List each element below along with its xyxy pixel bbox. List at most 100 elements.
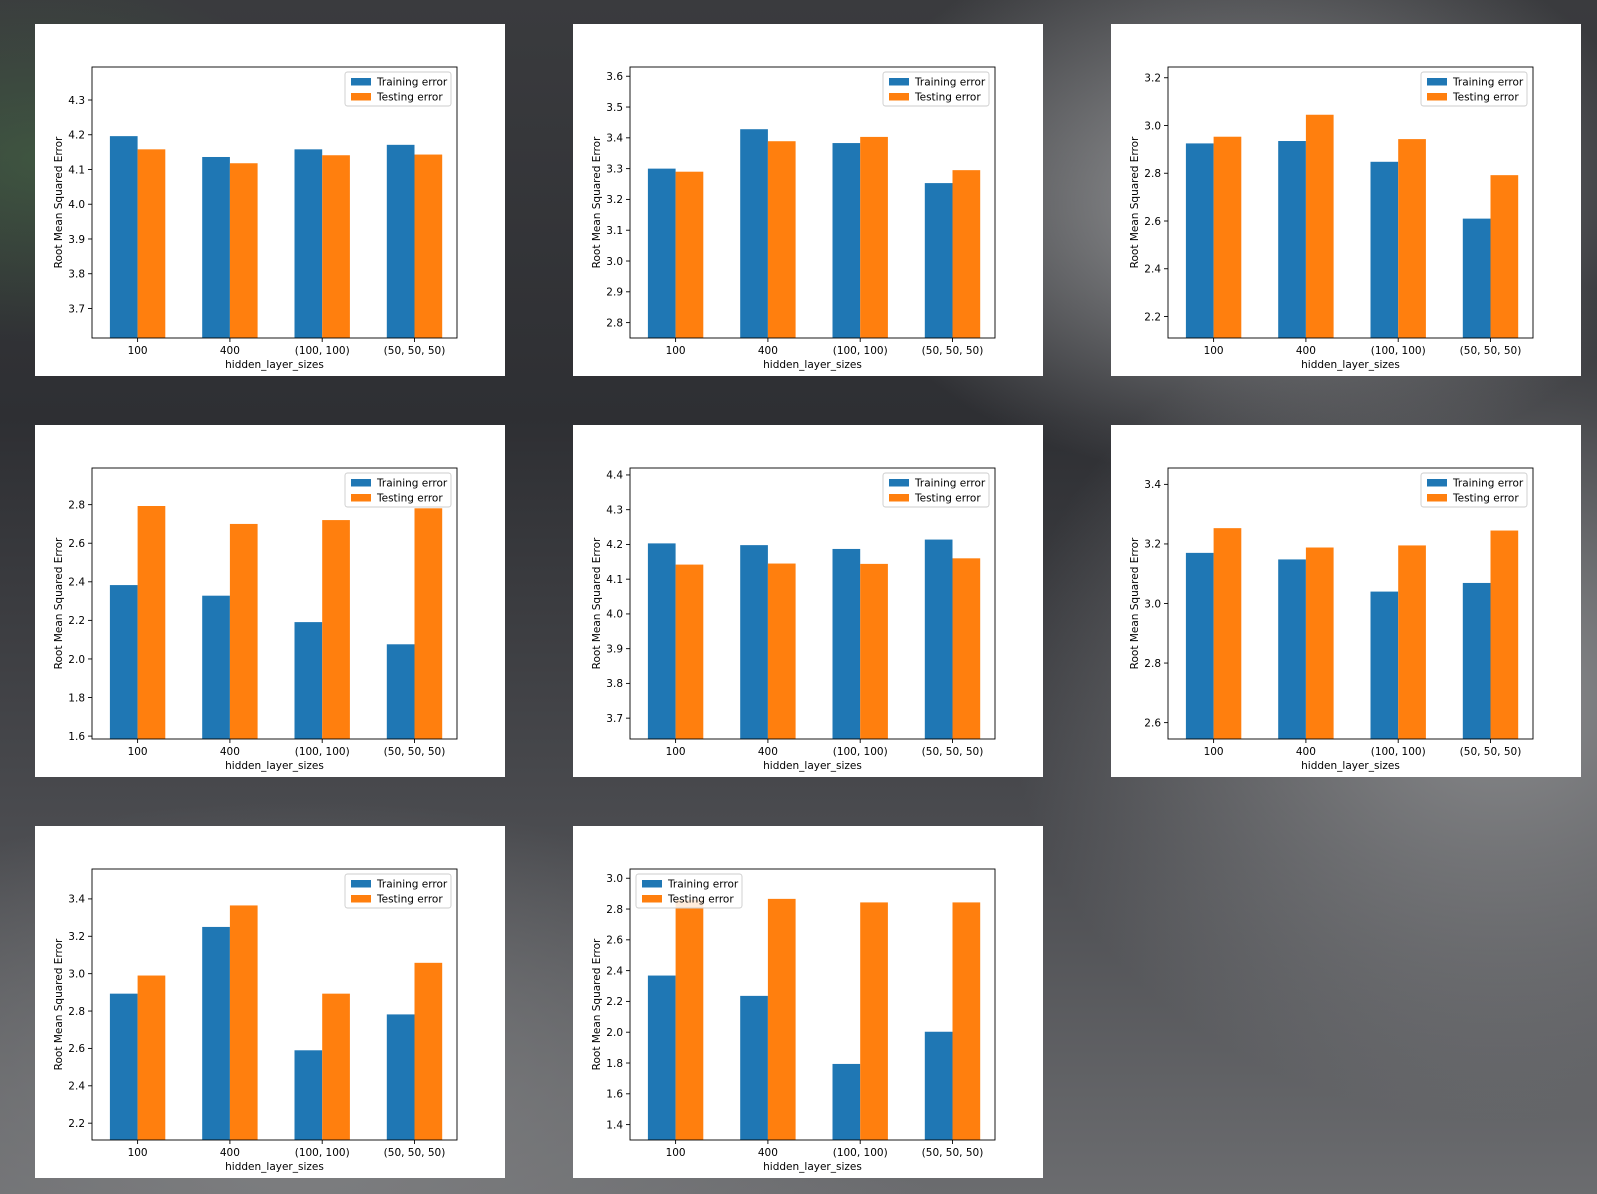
x-tick-label: (50, 50, 50) xyxy=(1460,345,1522,357)
testing-bar-4 xyxy=(414,154,443,338)
testing-bar-2 xyxy=(229,523,258,739)
legend-box xyxy=(1420,71,1528,107)
chart-panel-7: 2.2 2.4 2.6 2.8 3.0 3.2 3.4 100 400 (100, 100) (50… xyxy=(35,826,505,1178)
training-bar-4 xyxy=(924,1031,953,1140)
x-axis-label: hidden_layer_sizes xyxy=(763,760,862,772)
testing-bar-4 xyxy=(952,170,981,338)
y-tick-label: 2.8 xyxy=(1144,168,1161,180)
x-tick-label: 100 xyxy=(128,746,148,758)
training-bar-4 xyxy=(386,644,415,739)
x-tick-label: 400 xyxy=(220,345,240,357)
legend-box xyxy=(344,71,452,107)
legend-swatch-testing xyxy=(889,494,909,502)
legend: Training error Testing error xyxy=(1420,71,1528,107)
testing-bar-1 xyxy=(137,149,166,338)
y-tick-label: 2.8 xyxy=(68,1006,85,1018)
y-tick-label: 2.0 xyxy=(606,1027,623,1039)
y-tick-label: 2.2 xyxy=(68,615,85,627)
chart-panel-4: 1.6 1.8 2.0 2.2 2.4 2.6 2.8 100 400 (100, 100) (50… xyxy=(35,425,505,777)
testing-bar-2 xyxy=(1305,547,1334,739)
y-tick-label: 4.0 xyxy=(68,199,85,211)
x-tick-label: (100, 100) xyxy=(295,746,350,758)
legend-swatch-training xyxy=(1427,479,1447,487)
legend-label-training: Training error xyxy=(914,478,986,490)
chart-panel-5: 3.7 3.8 3.9 4.0 4.1 4.2 4.3 4.4 100 400 (100, 100)… xyxy=(573,425,1043,777)
legend-label-testing: Testing error xyxy=(914,92,981,104)
legend-box xyxy=(1420,472,1528,508)
y-tick-label: 1.4 xyxy=(606,1119,623,1131)
y-tick-label: 4.2 xyxy=(68,130,85,142)
legend-box xyxy=(882,71,990,107)
training-bar-1 xyxy=(647,543,676,739)
legend-swatch-testing xyxy=(351,494,371,502)
y-tick-label: 3.0 xyxy=(606,256,623,268)
legend-label-training: Training error xyxy=(667,879,739,891)
training-bar-1 xyxy=(1185,143,1214,338)
x-tick-label: 400 xyxy=(220,1147,240,1159)
y-tick-label: 3.3 xyxy=(606,163,623,175)
training-bar-4 xyxy=(924,183,953,338)
legend-label-testing: Testing error xyxy=(376,493,443,505)
x-tick-label: 400 xyxy=(758,345,778,357)
y-tick-label: 3.1 xyxy=(606,225,623,237)
training-bar-1 xyxy=(647,168,676,338)
legend-label-testing: Testing error xyxy=(1452,493,1519,505)
testing-bar-3 xyxy=(1398,139,1426,338)
axes-frame xyxy=(629,66,996,339)
axes-frame xyxy=(629,467,996,740)
x-axis-label: hidden_layer_sizes xyxy=(225,760,324,772)
y-tick-label: 3.6 xyxy=(606,71,623,83)
chart-panel-6: 2.6 2.8 3.0 3.2 3.4 100 400 (100, 100) (50, 50, … xyxy=(1111,425,1581,777)
x-tick-label: 100 xyxy=(666,345,686,357)
legend-box xyxy=(635,873,743,909)
legend-label-training: Training error xyxy=(376,478,448,490)
legend-swatch-training xyxy=(642,880,662,888)
y-tick-label: 1.8 xyxy=(68,692,85,704)
y-tick-label: 3.9 xyxy=(606,643,623,655)
testing-bar-3 xyxy=(1398,545,1426,739)
axes-frame xyxy=(91,66,458,339)
y-tick-label: 4.0 xyxy=(606,609,623,621)
testing-bar-1 xyxy=(675,564,704,739)
y-tick-label: 2.6 xyxy=(1144,216,1161,228)
x-tick-label: (50, 50, 50) xyxy=(384,746,446,758)
y-tick-label: 3.9 xyxy=(68,234,85,246)
chart-panel-3: 2.2 2.4 2.6 2.8 3.0 3.2 100 400 (100, 100) (50, 5… xyxy=(1111,24,1581,376)
y-axis-label: Root Mean Squared Error xyxy=(53,938,65,1070)
legend-swatch-training xyxy=(351,880,371,888)
y-tick-label: 2.6 xyxy=(1144,717,1161,729)
training-bar-3 xyxy=(832,1063,861,1140)
x-tick-label: (50, 50, 50) xyxy=(384,345,446,357)
legend: Training error Testing error xyxy=(882,71,990,107)
y-tick-label: 2.2 xyxy=(68,1118,85,1130)
y-tick-label: 3.2 xyxy=(68,931,85,943)
y-axis-label: Root Mean Squared Error xyxy=(591,136,603,268)
bar-chart: 3.7 3.8 3.9 4.0 4.1 4.2 4.3 4.4 100 400 (100, 100)… xyxy=(591,467,996,772)
bar-chart: 1.6 1.8 2.0 2.2 2.4 2.6 2.8 100 400 (100, 100) (50… xyxy=(53,467,458,772)
y-tick-label: 4.3 xyxy=(606,504,623,516)
x-tick-label: 100 xyxy=(666,1147,686,1159)
y-tick-label: 4.2 xyxy=(606,539,623,551)
testing-bar-4 xyxy=(414,508,443,739)
testing-bar-1 xyxy=(1213,528,1242,739)
testing-bar-4 xyxy=(952,558,981,739)
x-tick-label: 100 xyxy=(128,1147,148,1159)
axes-frame xyxy=(629,868,996,1141)
legend-box xyxy=(344,873,452,909)
x-axis-label: hidden_layer_sizes xyxy=(763,359,862,371)
y-tick-label: 3.4 xyxy=(1144,479,1161,491)
legend: Training error Testing error xyxy=(344,472,452,508)
testing-bar-2 xyxy=(229,905,258,1140)
training-bar-3 xyxy=(1370,161,1399,338)
y-tick-label: 2.8 xyxy=(606,317,623,329)
x-tick-label: (50, 50, 50) xyxy=(922,746,984,758)
legend-swatch-testing xyxy=(642,895,662,903)
legend: Training error Testing error xyxy=(635,873,743,909)
x-tick-label: (100, 100) xyxy=(295,1147,350,1159)
y-tick-label: 2.4 xyxy=(68,577,85,589)
y-tick-label: 1.6 xyxy=(68,731,85,743)
legend-swatch-testing xyxy=(889,93,909,101)
training-bar-3 xyxy=(294,149,323,338)
training-bar-2 xyxy=(202,926,230,1140)
y-tick-label: 2.8 xyxy=(68,499,85,511)
